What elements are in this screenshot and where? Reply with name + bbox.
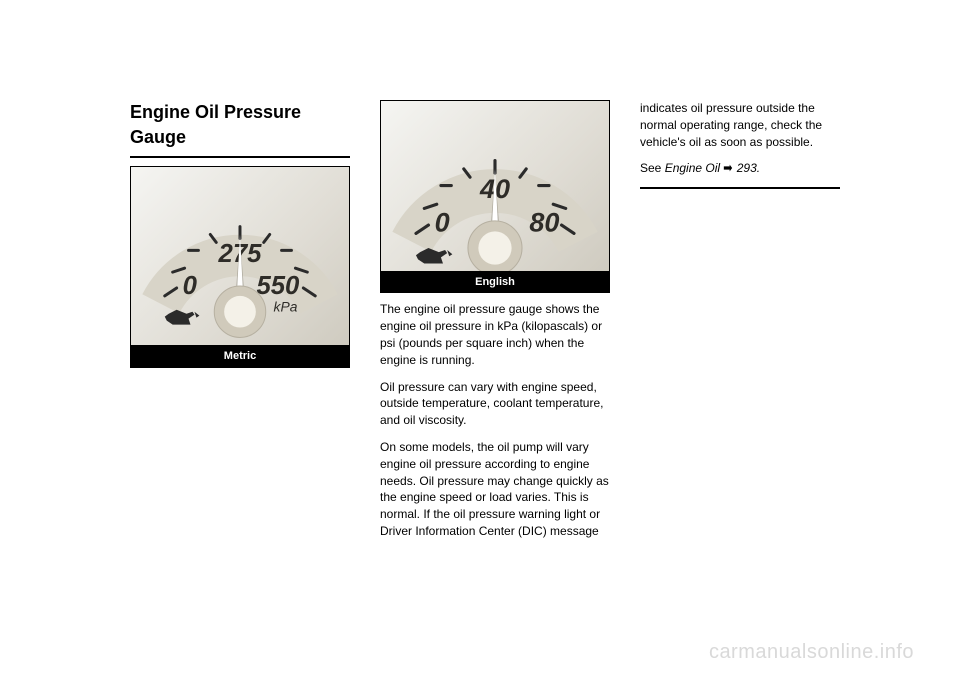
gauge-en-max-label: 80 [529,207,559,237]
gauge-min-label: 0 [183,272,198,300]
body-paragraph: Oil pressure can vary with engine speed,… [380,379,610,429]
reference-icon [723,163,733,173]
gauge-english-caption: English [380,272,610,293]
gauge-max-label: 550 [256,272,300,300]
gauge-english-svg: 0 40 80 [391,119,599,272]
section-heading: Engine Oil Pressure Gauge [130,100,350,150]
oil-can-icon [165,310,200,325]
cross-reference: See Engine Oil 293. [640,160,840,177]
watermark-text: carmanualsonline.info [709,641,914,664]
gauge-metric-image: 0 275 550 kPa [130,166,350,346]
body-paragraph: The engine oil pressure gauge shows the … [380,301,610,368]
see-prefix: See [640,161,665,175]
gauge-unit-label: kPa [274,299,298,315]
body-paragraph: On some models, the oil pump will vary e… [380,439,610,540]
heading-rule [130,156,350,158]
gauge-en-min-label: 0 [435,207,450,237]
reference-title: Engine Oil [665,161,720,175]
gauge-metric-caption: Metric [130,346,350,367]
oil-can-icon [416,248,452,264]
body-paragraph: indicates oil pressure outside the norma… [640,100,840,150]
section-rule [640,187,840,189]
gauge-english-image: 0 40 80 [380,100,610,272]
gauge-metric-svg: 0 275 550 kPa [141,185,339,343]
reference-page: 293. [733,161,760,175]
